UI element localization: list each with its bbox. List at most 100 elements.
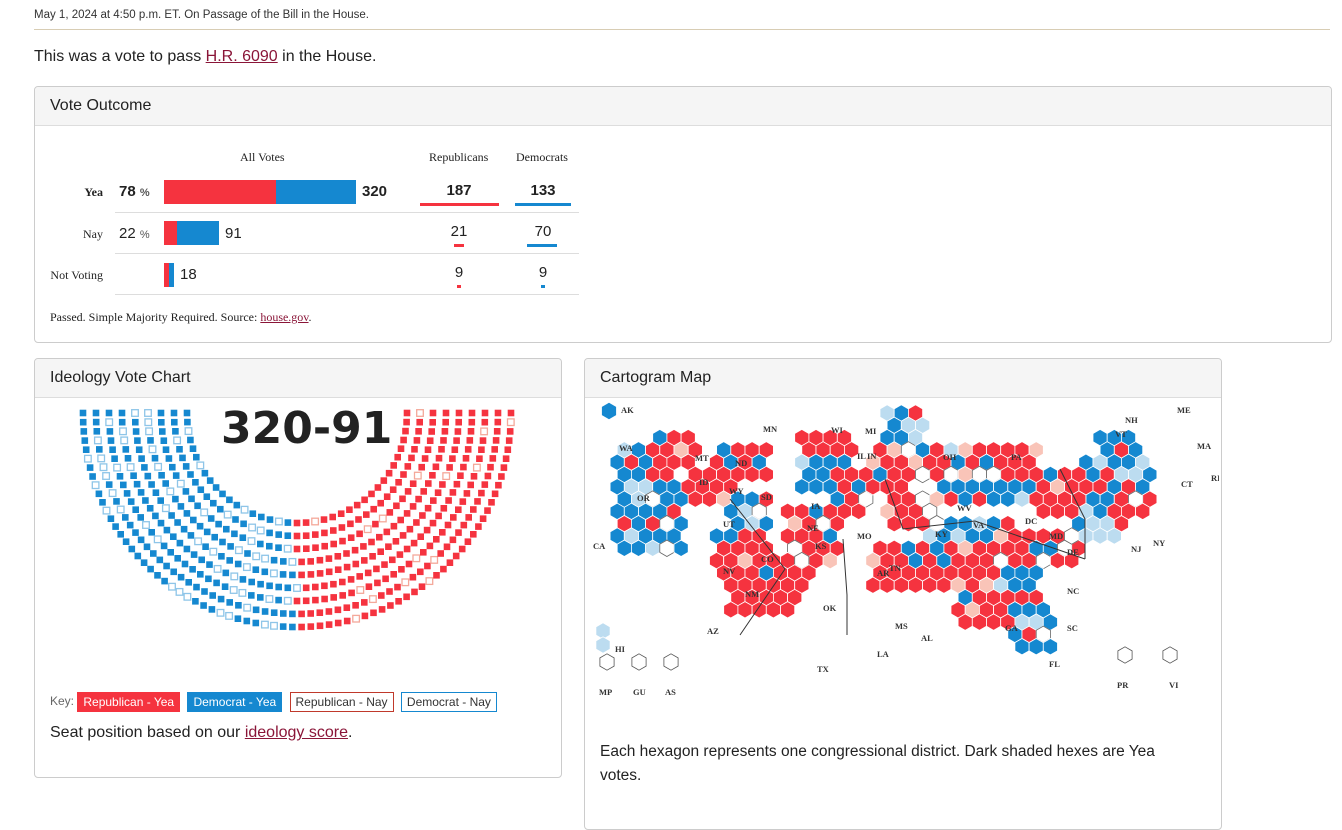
seat-marker <box>455 506 462 513</box>
seat-marker <box>347 520 354 528</box>
seat-marker <box>478 489 485 497</box>
key-rep-nay: Republican - Nay <box>289 692 394 712</box>
seat-marker <box>130 472 137 479</box>
state-label: PA <box>1011 452 1023 462</box>
seat-marker <box>403 418 410 426</box>
seat-marker <box>152 489 160 496</box>
seat-marker <box>458 545 466 553</box>
seat-marker <box>396 551 404 558</box>
seat-marker <box>111 455 118 462</box>
seat-marker <box>504 446 512 453</box>
seat-marker <box>446 559 454 566</box>
state-label: GU <box>633 687 646 697</box>
seat-marker <box>248 523 257 532</box>
seat-marker <box>128 545 136 553</box>
seat-marker <box>368 595 377 604</box>
seat-marker <box>165 455 173 462</box>
seat-marker <box>393 502 400 510</box>
seat-marker <box>386 509 394 516</box>
district-hex <box>943 490 959 508</box>
seat-marker <box>247 537 256 546</box>
seat-marker <box>143 543 151 551</box>
seat-marker <box>112 523 119 530</box>
seat-marker <box>446 464 453 471</box>
state-label: IA <box>811 501 821 511</box>
seat-marker <box>243 617 251 625</box>
state-label: ND <box>735 458 747 468</box>
region-divider <box>1059 468 1086 559</box>
seat-marker <box>160 437 168 444</box>
seat-marker <box>187 532 195 539</box>
seat-marker <box>302 519 310 526</box>
territory-hex <box>631 653 647 671</box>
district-hex <box>1078 527 1094 545</box>
seat-marker <box>160 542 168 550</box>
seat-marker <box>266 542 273 550</box>
seat-marker <box>390 522 398 530</box>
seat-marker <box>158 472 165 479</box>
district-hex <box>971 613 987 631</box>
seat-marker <box>232 516 239 523</box>
seat-marker <box>400 471 407 478</box>
seat-marker <box>107 437 115 444</box>
seat-marker <box>334 566 342 573</box>
ideology-panel: Ideology Vote Chart 320-91 Key: Republic… <box>34 358 562 778</box>
seat-marker <box>120 436 129 445</box>
district-hex <box>595 636 611 654</box>
seat-marker <box>374 579 381 587</box>
ideology-score-link[interactable]: ideology score <box>244 724 348 741</box>
seat-marker <box>424 504 432 512</box>
seat-marker <box>468 418 476 426</box>
seat-marker <box>321 542 328 550</box>
district-hex <box>1014 638 1030 656</box>
ideology-title: Ideology Vote Chart <box>35 359 561 398</box>
seat-marker <box>330 527 337 534</box>
seat-marker <box>213 579 220 587</box>
seat-marker <box>363 511 370 518</box>
seat-marker <box>439 481 446 488</box>
intro-suffix: in the House. <box>277 48 377 65</box>
seat-marker <box>261 608 269 615</box>
seat-marker <box>243 603 252 612</box>
seat-marker <box>91 481 100 490</box>
district-hex <box>1106 527 1122 545</box>
seat-marker <box>235 602 242 609</box>
count-yea: 320 <box>362 183 388 200</box>
seat-marker <box>363 525 372 534</box>
seat-marker <box>154 462 163 471</box>
seat-marker <box>79 409 87 417</box>
dateline: May 1, 2024 at 4:50 p.m. ET. On Passage … <box>34 9 369 21</box>
seat-marker <box>442 472 451 481</box>
seat-marker <box>141 464 148 471</box>
seat-marker <box>505 437 513 444</box>
state-label: IL <box>857 451 866 461</box>
seat-marker <box>99 499 106 506</box>
territory-hex <box>663 653 679 671</box>
district-hex <box>744 465 760 484</box>
seat-marker <box>408 454 415 462</box>
seat-marker <box>240 520 247 528</box>
seat-marker <box>200 508 209 517</box>
pct-nay-unit: % <box>139 229 150 241</box>
seat-marker <box>176 446 183 453</box>
seat-marker <box>506 418 515 427</box>
seat-marker <box>312 544 319 551</box>
seat-marker <box>201 469 209 477</box>
seat-marker <box>316 556 324 564</box>
seat-marker <box>474 498 481 505</box>
seat-marker <box>213 564 222 573</box>
seat-marker <box>343 604 351 611</box>
house-gov-link[interactable]: house.gov <box>260 310 309 324</box>
region-divider <box>842 538 848 635</box>
region-divider <box>884 478 1086 560</box>
bill-link[interactable]: H.R. 6090 <box>205 48 278 65</box>
district-hex <box>601 402 617 420</box>
seat-marker <box>399 532 407 539</box>
seat-marker <box>298 610 305 618</box>
seat-marker <box>182 488 190 495</box>
seat-marker <box>370 505 377 513</box>
seat-marker <box>380 477 388 484</box>
key-label: Key: <box>50 694 75 709</box>
seat-marker <box>217 505 224 513</box>
seat-marker <box>219 490 226 498</box>
